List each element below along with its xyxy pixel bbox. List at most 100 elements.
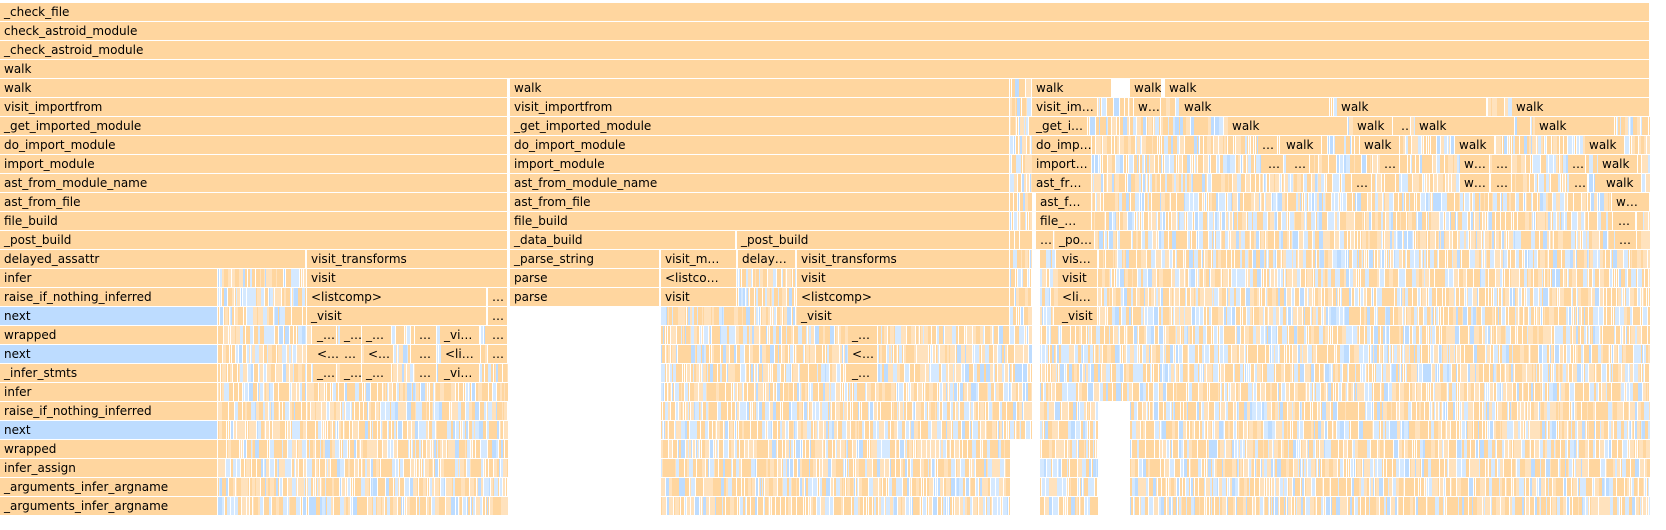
flame-frame-sliver[interactable] [1229,136,1233,155]
flame-frame-sliver[interactable] [1380,174,1381,193]
flame-frame-sliver[interactable] [1153,136,1157,155]
flame-frame-sliver[interactable] [342,478,345,497]
flame-frame-sliver[interactable] [812,421,813,440]
flame-frame-sliver[interactable] [789,402,791,421]
flame-frame-sliver[interactable] [260,364,263,383]
flame-frame-sliver[interactable] [1130,98,1133,117]
flame-frame-sliver[interactable] [1496,212,1500,231]
flame-frame-sliver[interactable] [867,497,868,516]
flame-frame-sliver[interactable] [876,478,878,497]
flame-frame-sliver[interactable] [1394,193,1398,212]
flame-frame-sliver[interactable] [220,307,223,326]
flame-frame-sliver[interactable] [794,459,797,478]
flame-frame-sliver[interactable] [1150,155,1154,174]
flame-frame-sliver[interactable] [1395,212,1396,231]
flame-frame-sliver[interactable] [1421,193,1425,212]
flame-frame-sliver[interactable] [1142,250,1146,269]
flame-frame-sliver[interactable] [892,440,895,459]
flame-frame-sliver[interactable] [237,288,240,307]
flame-frame-sliver[interactable] [322,402,326,421]
flame-frame-sliver[interactable] [355,402,359,421]
flame-frame-sliver[interactable] [687,364,690,383]
flame-frame-sliver[interactable] [919,497,920,516]
flame-frame-sliver[interactable] [219,421,222,440]
flame-frame-sliver[interactable] [222,383,224,402]
flame-frame-sliver[interactable] [1363,212,1364,231]
flame-frame-sliver[interactable] [841,364,843,383]
flame-frame-sliver[interactable] [909,383,910,402]
flame-frame-sliver[interactable] [1026,421,1030,440]
flame-frame-sliver[interactable] [273,421,276,440]
flame-frame-sliver[interactable] [405,326,406,345]
flame-frame-sliver[interactable] [264,497,268,516]
flame-frame-sliver[interactable] [990,326,992,345]
flame-frame-sliver[interactable] [239,364,240,383]
flame-frame-sliver[interactable] [1028,364,1030,383]
flame-frame-sliver[interactable] [722,364,726,383]
flame-frame-sliver[interactable] [803,345,804,364]
flame-frame-sliver[interactable] [776,421,777,440]
flame-frame-sliver[interactable] [240,440,241,459]
flame-frame-sliver[interactable] [432,459,433,478]
flame-frame-sliver[interactable] [351,478,352,497]
flame-frame-sliver[interactable] [750,307,754,326]
flame-frame-sliver[interactable] [1430,174,1433,193]
flame-frame-sliver[interactable] [1209,155,1210,174]
flame-frame-sliver[interactable] [423,440,426,459]
flame-frame-sliver[interactable] [293,402,294,421]
flame-frame-sliver[interactable] [741,364,745,383]
flame-frame-sliver[interactable] [977,497,978,516]
flame-frame-sliver[interactable] [1011,269,1015,288]
flame-frame-sliver[interactable] [687,497,690,516]
flame-frame-sliver[interactable] [1440,212,1443,231]
flame-frame-sliver[interactable] [1132,250,1136,269]
flame-frame-sliver[interactable] [1161,155,1162,174]
flame-frame-sliver[interactable] [927,440,930,459]
flame-frame-sliver[interactable] [794,497,796,516]
flame-frame-sliver[interactable] [467,440,470,459]
flame-frame-sliver[interactable] [240,326,243,345]
flame-frame-sliver[interactable] [922,478,923,497]
flame-frame-sliver[interactable] [235,326,236,345]
flame-frame-sliver[interactable] [247,288,251,307]
flame-frame-sliver[interactable] [940,402,942,421]
flame-frame-sliver[interactable] [854,459,855,478]
flame-frame-sliver[interactable] [971,402,973,421]
flame-frame-sliver[interactable] [270,269,272,288]
flame-frame-sliver[interactable] [768,326,769,345]
flame-frame-sliver[interactable] [1550,193,1552,212]
flame-frame-sliver[interactable] [500,478,502,497]
flame-frame-sliver[interactable] [260,326,264,345]
flame-frame-sliver[interactable] [1283,174,1284,193]
flame-frame-sliver[interactable] [715,421,716,440]
flame-frame-sliver[interactable] [297,402,300,421]
flame-frame-sliver[interactable] [976,440,980,459]
flame-frame-sliver[interactable] [947,497,948,516]
flame-frame-sliver[interactable] [848,402,850,421]
flame-frame-sliver[interactable] [1526,117,1530,136]
flame-frame-sliver[interactable] [713,364,717,383]
flame-frame-sliver[interactable] [1307,193,1308,212]
flame-frame-sliver[interactable] [841,497,843,516]
flame-frame-sliver[interactable] [282,383,286,402]
flame-frame-sliver[interactable] [693,478,695,497]
flame-frame-sliver[interactable] [289,288,290,307]
flame-frame-sliver[interactable] [874,402,877,421]
flame-frame-sliver[interactable] [1148,231,1152,250]
flame-frame-sliver[interactable] [1102,98,1106,117]
flame-frame-sliver[interactable] [283,307,285,326]
flame-frame-sliver[interactable] [292,421,296,440]
flame-frame-sliver[interactable] [684,402,685,421]
flame-frame-sliver[interactable] [965,402,969,421]
flame-frame-sliver[interactable] [307,497,308,516]
flame-frame-sliver[interactable] [1589,174,1593,193]
flame-frame-sliver[interactable] [663,383,664,402]
flame-frame-sliver[interactable] [303,307,306,326]
flame-frame-sliver[interactable] [307,364,311,383]
flame-frame-sliver[interactable] [265,269,266,288]
flame-frame-sliver[interactable] [1027,98,1031,117]
flame-frame-sliver[interactable] [797,383,799,402]
flame-frame-sliver[interactable] [962,326,964,345]
flame-frame-sliver[interactable] [665,364,666,383]
flame-frame-sliver[interactable] [1020,98,1021,117]
